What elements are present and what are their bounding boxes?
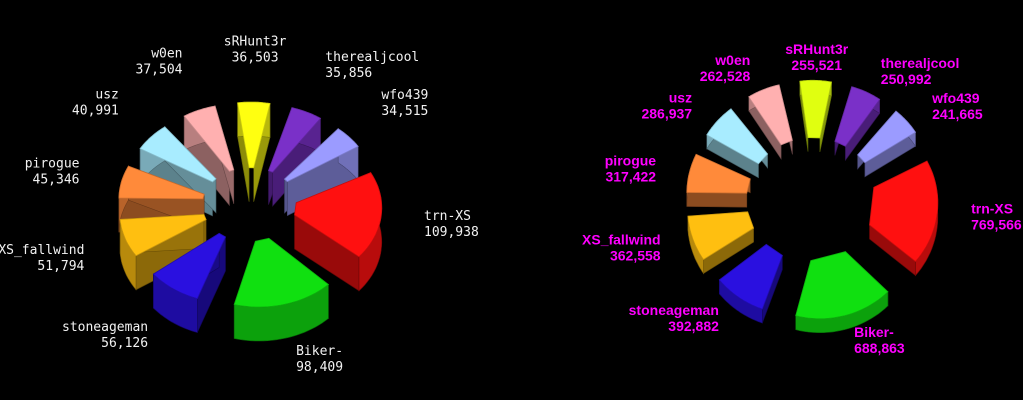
right-slice-top <box>869 160 939 263</box>
left-value-xs-fallwind: 51,794 <box>37 259 84 274</box>
right-label-wfo439: wfo439 <box>931 90 980 106</box>
left-slice-top <box>233 237 330 308</box>
left-label-usz: usz <box>95 88 118 103</box>
right-slice-top <box>834 86 881 147</box>
left-value-stoneageman: 56,126 <box>101 336 148 351</box>
left-value-w0en: 37,504 <box>136 63 183 78</box>
left-slice-stoneageman <box>152 232 227 334</box>
left-value-wfo439: 34,515 <box>381 104 428 119</box>
left-slice-top <box>139 126 217 183</box>
right-label-srhunt3r: sRHunt3r <box>785 41 849 57</box>
left-slice-w0en <box>183 105 235 207</box>
left-slice-top <box>267 107 322 173</box>
right-value-stoneageman: 392,882 <box>668 318 719 334</box>
left-value-usz: 40,991 <box>72 104 119 119</box>
left-label-pirogue: pirogue <box>25 156 80 171</box>
right-value-usz: 286,937 <box>641 106 692 122</box>
left-slice-top <box>237 101 271 169</box>
left-label-srhunt3r: sRHunt3r <box>224 35 287 50</box>
right-value-pirogue: 317,422 <box>605 168 656 184</box>
right-slice-wfo439 <box>857 110 917 178</box>
right-label-therealjcool: therealjcool <box>881 55 960 71</box>
left-slice-biker <box>233 237 330 342</box>
right-slice-w0en <box>748 84 793 160</box>
left-label-xs-fallwind: XS_fallwind <box>0 243 84 258</box>
right-label-w0en: w0en <box>714 52 750 68</box>
right-label-biker: Biker- <box>854 324 894 340</box>
right-label-usz: usz <box>669 90 692 106</box>
right-slice-top <box>686 153 751 194</box>
right-slice-top <box>748 84 793 146</box>
left-value-pirogue: 45,346 <box>33 172 80 187</box>
left-slice-top <box>118 165 205 200</box>
left-label-therealjcool: therealjcool <box>325 50 419 65</box>
right-slice-xs-fallwind <box>687 211 755 275</box>
left-value-therealjcool: 35,856 <box>325 66 372 81</box>
left-slice-srhunt3r <box>237 101 271 202</box>
right-slice-stoneageman <box>718 243 783 324</box>
right-label-trn-xs: trn-XS <box>971 201 1013 217</box>
left-slice-xs-fallwind <box>119 213 207 291</box>
left-slice-top <box>283 128 359 183</box>
left-slice-trn-xs <box>294 171 383 292</box>
right-slice-trn-xs <box>869 160 939 277</box>
left-label-biker: Biker- <box>296 344 343 359</box>
right-value-therealjcool: 250,992 <box>881 71 932 87</box>
left-slice-wfo439 <box>283 128 359 217</box>
right-value-w0en: 262,528 <box>700 68 751 84</box>
right-slice-pirogue <box>686 153 751 208</box>
right-value-wfo439: 241,665 <box>932 106 983 122</box>
right-value-srhunt3r: 255,521 <box>791 57 842 73</box>
right-slice-top <box>687 211 755 261</box>
right-label-pirogue: pirogue <box>605 152 657 168</box>
left-value-trn-xs: 109,938 <box>424 225 479 240</box>
right-slice-srhunt3r <box>799 79 832 153</box>
right-value-biker: 688,863 <box>854 340 905 356</box>
left-label-wfo439: wfo439 <box>381 88 428 103</box>
left-value-biker: 98,409 <box>296 360 343 375</box>
right-slice-top <box>718 243 783 310</box>
right-slice-usz <box>706 107 769 179</box>
right-slice-top <box>799 79 832 139</box>
left-value-srhunt3r: 36,503 <box>232 51 279 66</box>
right-slice-top <box>706 108 769 165</box>
right-slice-top <box>857 110 917 164</box>
right-slice-biker <box>795 250 889 334</box>
right-label-stoneageman: stoneageman <box>629 302 719 318</box>
left-label-trn-xs: trn-XS <box>424 209 471 224</box>
right-value-trn-xs: 769,566 <box>971 217 1022 233</box>
left-label-w0en: w0en <box>151 47 182 62</box>
right-label-xs-fallwind: XS_fallwind <box>582 232 661 248</box>
right-slice-top <box>795 251 889 320</box>
left-slice-top <box>119 213 207 257</box>
left-slice-top <box>152 232 227 300</box>
left-slice-top <box>183 105 235 172</box>
left-label-stoneageman: stoneageman <box>62 320 148 335</box>
right-value-xs-fallwind: 362,558 <box>610 248 661 264</box>
right-slice-therealjcool <box>834 86 881 162</box>
right-slice-side <box>686 192 748 208</box>
left-slice-top <box>294 172 383 258</box>
